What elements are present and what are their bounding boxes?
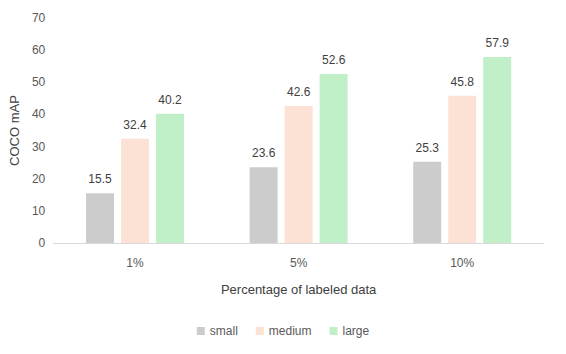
svg-text:Percentage of labeled data: Percentage of labeled data: [221, 282, 377, 297]
svg-text:large: large: [342, 324, 369, 338]
svg-text:23.6: 23.6: [252, 146, 276, 160]
svg-text:COCO mAP: COCO mAP: [7, 95, 22, 166]
svg-text:57.9: 57.9: [486, 36, 510, 50]
svg-text:25.3: 25.3: [416, 141, 440, 155]
svg-text:20: 20: [32, 172, 46, 186]
svg-text:small: small: [210, 324, 238, 338]
svg-text:40.2: 40.2: [158, 93, 182, 107]
svg-text:0: 0: [39, 236, 46, 250]
svg-text:50: 50: [32, 75, 46, 89]
svg-text:10%: 10%: [450, 256, 474, 270]
svg-text:45.8: 45.8: [451, 75, 475, 89]
svg-text:42.6: 42.6: [287, 85, 311, 99]
svg-text:70: 70: [32, 11, 46, 25]
svg-text:32.4: 32.4: [123, 118, 147, 132]
svg-text:medium: medium: [269, 324, 312, 338]
svg-text:60: 60: [32, 43, 46, 57]
svg-text:15.5: 15.5: [88, 172, 112, 186]
svg-text:5%: 5%: [290, 256, 308, 270]
svg-text:10: 10: [32, 204, 46, 218]
svg-text:30: 30: [32, 140, 46, 154]
svg-text:40: 40: [32, 107, 46, 121]
svg-text:1%: 1%: [126, 256, 144, 270]
svg-text:52.6: 52.6: [322, 53, 346, 67]
